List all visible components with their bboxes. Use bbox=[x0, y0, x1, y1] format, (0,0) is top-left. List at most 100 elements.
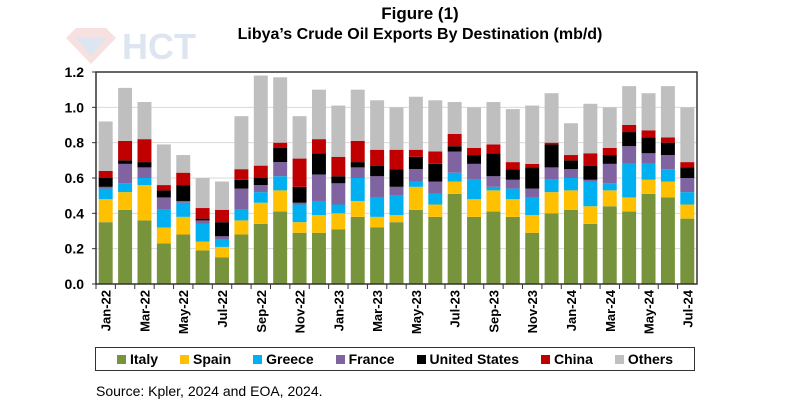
bar-greece-jun-23 bbox=[428, 193, 443, 205]
bar-italy-dec-23 bbox=[544, 213, 559, 284]
bar-italy-jun-24 bbox=[660, 197, 675, 284]
bar-united-states-jul-24 bbox=[680, 167, 695, 178]
x-tick-label: Jan-22 bbox=[99, 290, 114, 331]
bar-united-states-jun-22 bbox=[195, 218, 210, 221]
bar-france-aug-22 bbox=[234, 188, 249, 210]
bar-italy-apr-24 bbox=[622, 211, 637, 284]
bar-france-mar-22 bbox=[137, 167, 152, 178]
bar-united-states-sep-23 bbox=[486, 153, 501, 177]
bar-greece-mar-24 bbox=[602, 183, 617, 191]
bar-italy-aug-23 bbox=[467, 216, 482, 284]
bar-greece-dec-23 bbox=[544, 179, 559, 193]
bar-united-states-mar-23 bbox=[370, 165, 385, 177]
bar-italy-nov-22 bbox=[292, 232, 307, 284]
bar-others-mar-23 bbox=[370, 100, 385, 150]
bar-france-dec-23 bbox=[544, 167, 559, 180]
x-tick-label: Mar-22 bbox=[137, 290, 152, 332]
bar-china-may-23 bbox=[408, 149, 423, 157]
bar-greece-aug-22 bbox=[234, 209, 249, 221]
bar-france-apr-23 bbox=[389, 186, 404, 196]
bar-greece-apr-24 bbox=[622, 163, 637, 198]
bar-greece-jul-24 bbox=[680, 192, 695, 205]
bar-united-states-jan-24 bbox=[564, 160, 578, 170]
bar-china-apr-24 bbox=[622, 125, 637, 133]
y-tick-label: 0.0 bbox=[65, 276, 85, 292]
bar-spain-may-24 bbox=[641, 179, 656, 194]
bar-spain-mar-22 bbox=[137, 185, 152, 221]
bar-others-may-24 bbox=[641, 93, 656, 131]
bar-spain-feb-23 bbox=[350, 200, 365, 217]
bar-france-nov-23 bbox=[525, 188, 540, 198]
x-tick-label: May-23 bbox=[409, 290, 424, 334]
bar-greece-jun-24 bbox=[660, 169, 675, 182]
bar-italy-feb-22 bbox=[118, 209, 133, 284]
bar-china-nov-22 bbox=[292, 158, 307, 187]
x-tick-label: Mar-24 bbox=[603, 289, 618, 332]
bar-others-nov-22 bbox=[292, 116, 307, 159]
y-tick-label: 1.0 bbox=[65, 99, 85, 115]
bar-italy-nov-23 bbox=[525, 232, 540, 284]
bar-china-jan-22 bbox=[98, 170, 113, 178]
bar-china-apr-23 bbox=[389, 149, 404, 170]
bar-greece-jan-23 bbox=[331, 204, 346, 214]
bar-united-states-feb-23 bbox=[350, 162, 365, 168]
bar-spain-jul-24 bbox=[680, 204, 695, 219]
bar-others-jun-24 bbox=[660, 86, 675, 138]
bar-china-feb-23 bbox=[350, 140, 365, 163]
bar-spain-mar-23 bbox=[370, 216, 385, 228]
y-tick-label: 0.4 bbox=[65, 205, 85, 221]
bar-china-sep-22 bbox=[253, 165, 268, 178]
bar-greece-jan-24 bbox=[564, 178, 578, 191]
bar-others-jul-22 bbox=[215, 181, 229, 210]
bar-china-dec-23 bbox=[544, 142, 559, 145]
bar-united-states-feb-22 bbox=[118, 160, 133, 164]
y-tick-label: 0.2 bbox=[65, 241, 85, 257]
bar-spain-nov-23 bbox=[525, 215, 540, 233]
bar-greece-mar-23 bbox=[370, 197, 385, 217]
legend-label: Greece bbox=[266, 351, 314, 367]
legend-label: France bbox=[348, 351, 395, 367]
svg-text:HCT: HCT bbox=[122, 26, 196, 66]
bar-united-states-jan-23 bbox=[331, 176, 346, 184]
bar-united-states-jun-23 bbox=[428, 163, 443, 182]
hct-logo-watermark: HCT bbox=[64, 26, 214, 71]
bar-united-states-oct-22 bbox=[273, 147, 288, 163]
bar-china-aug-22 bbox=[234, 169, 249, 180]
bar-spain-nov-22 bbox=[292, 222, 307, 233]
bar-france-feb-24 bbox=[583, 179, 598, 182]
legend-item-china: China bbox=[541, 351, 593, 367]
bar-france-oct-22 bbox=[273, 162, 288, 177]
bar-china-aug-23 bbox=[467, 147, 482, 156]
bar-others-nov-23 bbox=[525, 105, 540, 164]
bar-china-sep-23 bbox=[486, 144, 501, 154]
legend-item-united-states: United States bbox=[416, 351, 519, 367]
bar-united-states-jan-22 bbox=[98, 178, 113, 187]
bar-france-jun-22 bbox=[195, 220, 210, 224]
x-tick-label: Sep-22 bbox=[254, 290, 269, 333]
bar-others-may-23 bbox=[408, 96, 423, 150]
bar-china-jul-24 bbox=[680, 162, 695, 168]
bar-spain-jan-22 bbox=[98, 199, 113, 223]
bar-china-may-24 bbox=[641, 130, 656, 138]
bar-united-states-dec-22 bbox=[311, 153, 326, 175]
bar-others-sep-23 bbox=[486, 102, 501, 145]
bar-united-states-jul-22 bbox=[215, 222, 229, 237]
bar-italy-mar-22 bbox=[137, 220, 152, 284]
x-tick-label: Jan-24 bbox=[564, 289, 579, 331]
bar-others-dec-22 bbox=[311, 89, 326, 140]
bar-china-jun-22 bbox=[195, 208, 210, 219]
bar-italy-sep-22 bbox=[253, 223, 268, 284]
bar-united-states-may-24 bbox=[641, 137, 656, 154]
bar-others-mar-22 bbox=[137, 102, 152, 140]
bar-greece-may-24 bbox=[641, 163, 656, 180]
legend-label: Italy bbox=[129, 351, 158, 367]
bar-others-aug-23 bbox=[467, 107, 482, 148]
bar-spain-aug-22 bbox=[234, 220, 249, 235]
bar-united-states-jul-23 bbox=[447, 146, 462, 152]
bar-france-sep-23 bbox=[486, 176, 501, 187]
legend-label: United States bbox=[429, 351, 519, 367]
legend-swatch bbox=[335, 354, 345, 364]
bar-greece-oct-22 bbox=[273, 176, 288, 191]
legend-item-france: France bbox=[335, 351, 395, 367]
bar-united-states-aug-22 bbox=[234, 179, 249, 189]
